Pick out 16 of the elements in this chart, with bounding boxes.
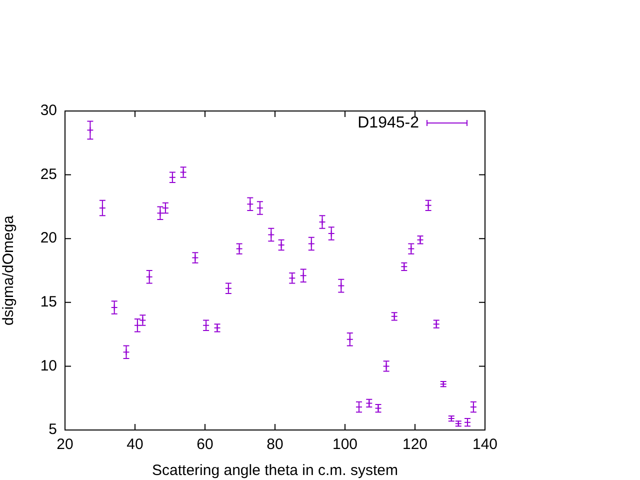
y-tick-label: 10	[40, 357, 57, 374]
x-tick-label: 60	[196, 436, 214, 454]
x-axis-title: Scattering angle theta in c.m. system	[152, 462, 398, 480]
y-tick-label: 15	[40, 294, 57, 311]
y-tick-label: 5	[48, 421, 57, 438]
y-tick-label: 25	[40, 166, 57, 183]
x-tick-label: 100	[332, 436, 358, 454]
y-tick-label: 30	[40, 102, 57, 120]
x-tick-label: 40	[126, 436, 144, 454]
x-tick-label: 140	[472, 436, 498, 454]
text: D1945-2	[358, 114, 420, 132]
x-tick-label: 80	[266, 436, 284, 454]
x-tick-label: 120	[402, 436, 428, 454]
y-tick-label: 20	[40, 230, 57, 247]
x-tick-label: 20	[56, 436, 74, 454]
y-axis-title: dsigma/dOmega	[0, 214, 18, 326]
